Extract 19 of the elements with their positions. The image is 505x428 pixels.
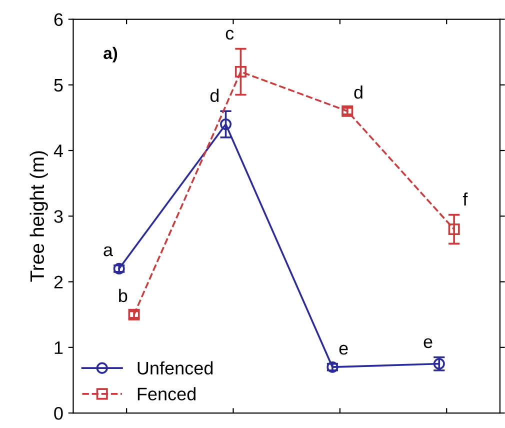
annotation: c — [226, 30, 234, 40]
annotation: d — [354, 85, 362, 99]
y-tick-label: 4 — [54, 144, 63, 158]
y-tick-label: 5 — [54, 79, 63, 92]
annotation: e — [339, 344, 348, 355]
y-tick-label: 6 — [54, 13, 63, 26]
y-tick-label: 1 — [54, 342, 63, 354]
legend-label: Fenced — [138, 387, 196, 400]
y-tick-label: 0 — [54, 406, 63, 420]
y-axis-title: Tree height (m) — [30, 151, 48, 282]
y-tick-label: 2 — [54, 276, 63, 288]
legend-label: Unfenced — [138, 361, 213, 375]
annotation: d — [210, 88, 219, 102]
y-tick-label: 3 — [54, 210, 63, 223]
annotation: a — [104, 246, 114, 256]
annotation: a) — [104, 46, 118, 62]
annotation: f — [462, 192, 468, 206]
annotation: b — [119, 288, 128, 302]
annotation: e — [424, 338, 432, 348]
